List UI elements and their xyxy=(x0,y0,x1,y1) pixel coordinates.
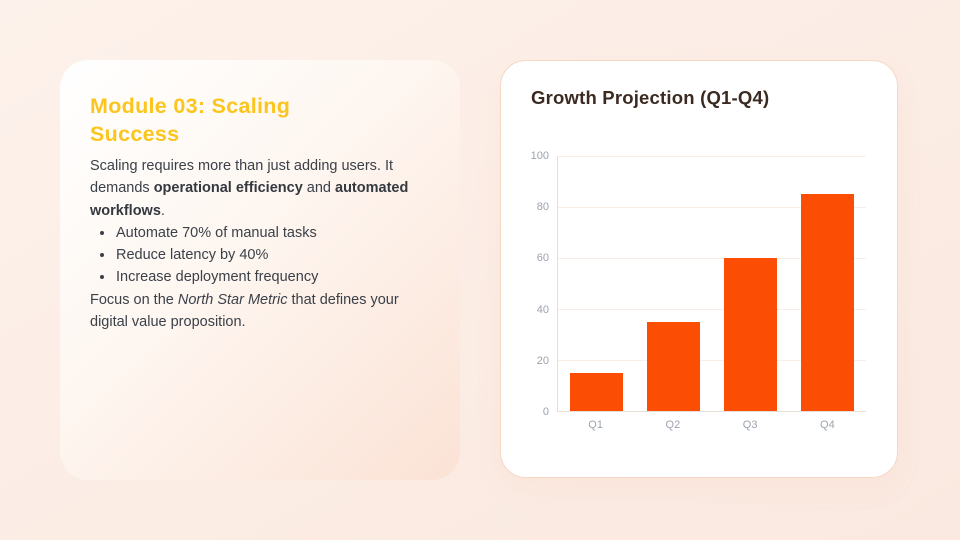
bar-series xyxy=(558,156,866,411)
bar-slot-q4 xyxy=(789,156,866,411)
outro-italic-north-star-metric: North Star Metric xyxy=(177,291,288,308)
x-tick-label-q4: Q4 xyxy=(820,419,835,431)
intro-text-post: . xyxy=(160,202,165,219)
bar-q1 xyxy=(570,372,623,411)
x-tick-label-q2: Q2 xyxy=(665,419,681,431)
gridline-100 xyxy=(558,156,866,157)
y-tick-label-40: 40 xyxy=(536,303,549,316)
y-tick-label-60: 60 xyxy=(536,252,549,265)
outro-text-post: that defines your digital value proposit… xyxy=(90,291,399,331)
gridline-60 xyxy=(558,258,866,259)
intro-bold-operational-efficiency: operational efficiency xyxy=(153,180,303,197)
list-item-automate: Automate 70% of manual tasks xyxy=(115,222,430,244)
x-tick-label-q1: Q1 xyxy=(588,419,603,431)
gridline-20 xyxy=(558,360,866,361)
y-tick-label-80: 80 xyxy=(536,201,549,214)
key-points-list: Automate 70% of manual tasks Reduce late… xyxy=(90,222,430,289)
intro-bold-automated-workflows: automated workflows xyxy=(90,180,409,219)
list-item-latency: Reduce latency by 40% xyxy=(115,244,430,266)
y-tick-label-100: 100 xyxy=(530,150,549,162)
growth-chart-card: Growth Projection (Q1-Q4) 0 20 40 60 80 100 Q… xyxy=(500,60,898,478)
gridline-40 xyxy=(558,309,866,310)
list-item-deployment: Increase deployment frequency xyxy=(115,266,430,288)
bar-q2 xyxy=(647,321,700,411)
intro-text-pre: Scaling requires more than just adding u… xyxy=(90,158,394,197)
bar-chart-plot xyxy=(557,156,866,412)
bar-q3 xyxy=(724,258,777,411)
bar-chart: 0 20 40 60 80 100 Q1 Q2 Q3 Q4 xyxy=(531,150,866,431)
y-axis-labels: 0 20 40 60 80 100 xyxy=(519,150,549,418)
intro-text-mid: and xyxy=(302,180,336,197)
chart-title: Growth Projection (Q1-Q4) xyxy=(531,87,770,108)
x-tick-label-q3: Q3 xyxy=(742,419,758,431)
x-axis-labels: Q1 Q2 Q3 Q4 xyxy=(557,419,866,431)
y-tick-label-0: 0 xyxy=(542,406,549,418)
bar-slot-q3 xyxy=(712,156,789,411)
bar-slot-q1 xyxy=(558,156,635,411)
module-text-card: Module 03: Scaling Success Scaling requi… xyxy=(60,60,460,480)
bar-q4 xyxy=(801,194,854,411)
gridline-80 xyxy=(558,207,866,208)
module-title: Module 03: Scaling Success xyxy=(90,94,291,146)
bar-slot-q2 xyxy=(635,156,712,411)
outro-paragraph: Focus on the North Star Metric that defi… xyxy=(90,289,430,334)
y-tick-label-20: 20 xyxy=(536,354,549,367)
intro-paragraph: Scaling requires more than just adding u… xyxy=(90,155,430,222)
outro-text-pre: Focus on the xyxy=(90,291,178,308)
